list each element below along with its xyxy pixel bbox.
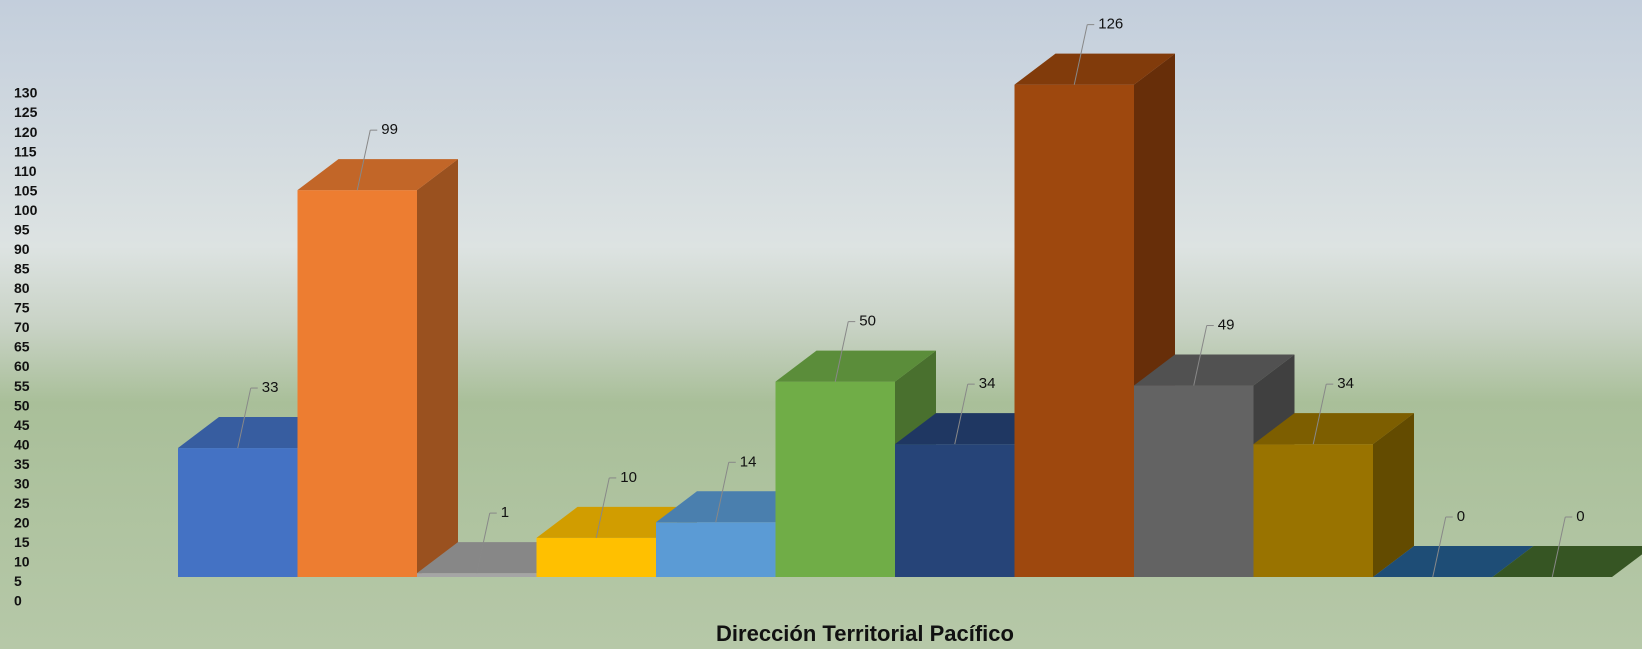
bar-top-shade xyxy=(1492,546,1642,577)
bar-top-shade xyxy=(775,350,936,382)
bar-front xyxy=(417,573,537,577)
value-label: 0 xyxy=(1576,508,1584,525)
label-leader xyxy=(1551,516,1566,578)
value-label: 0 xyxy=(1457,508,1465,525)
value-label: 34 xyxy=(979,375,996,392)
value-label: 1 xyxy=(501,504,509,521)
value-label: 50 xyxy=(859,313,876,330)
bar-side-shade xyxy=(417,159,458,577)
bar-top xyxy=(1134,354,1295,386)
y-tick-label: 120 xyxy=(14,124,38,140)
y-tick-label: 20 xyxy=(14,515,30,531)
y-tick-label: 5 xyxy=(14,573,22,589)
label-leader xyxy=(834,321,849,382)
y-tick-label: 10 xyxy=(14,554,30,570)
bar-front xyxy=(178,448,298,577)
y-tick-label: 80 xyxy=(14,280,30,296)
value-label: 99 xyxy=(381,121,398,138)
bar-top-shade xyxy=(1373,546,1534,577)
bar xyxy=(297,159,458,577)
y-tick-label: 100 xyxy=(14,202,38,218)
y-tick-label: 115 xyxy=(14,143,37,159)
bar-side xyxy=(417,159,458,577)
bar xyxy=(1253,413,1414,577)
value-label: 33 xyxy=(262,379,279,396)
y-tick-label: 75 xyxy=(14,300,30,316)
bar-top xyxy=(1014,53,1175,85)
y-tick-label: 50 xyxy=(14,397,30,413)
y-tick-label: 125 xyxy=(14,104,38,120)
y-tick-label: 70 xyxy=(14,319,30,335)
y-tick-label: 45 xyxy=(14,417,30,433)
bar-front xyxy=(1134,385,1254,577)
bar-top xyxy=(1373,546,1534,577)
bar-front xyxy=(1253,444,1373,577)
bar-top-shade xyxy=(1253,413,1414,445)
bar-front xyxy=(775,381,895,577)
label-leader xyxy=(1312,384,1327,445)
label-leader xyxy=(954,384,969,445)
bar-front xyxy=(1014,84,1134,577)
y-tick-label: 25 xyxy=(14,495,30,511)
y-tick-label: 30 xyxy=(14,475,30,491)
value-label: 126 xyxy=(1098,16,1123,33)
bar-front xyxy=(656,522,776,577)
label-leader xyxy=(356,130,371,191)
bar-side-shade xyxy=(1373,413,1414,577)
y-tick-label: 85 xyxy=(14,261,30,277)
label-leader xyxy=(595,477,610,539)
bar xyxy=(1373,546,1534,577)
bar-front xyxy=(895,444,1015,577)
y-tick-label: 0 xyxy=(14,593,22,609)
y-tick-label: 95 xyxy=(14,221,30,237)
y-tick-label: 60 xyxy=(14,358,30,374)
bar-top-shade xyxy=(1134,354,1295,386)
value-label: 10 xyxy=(620,469,637,486)
bar-front xyxy=(536,537,656,577)
y-tick-label: 110 xyxy=(14,163,37,179)
bar-top xyxy=(775,350,936,382)
y-tick-label: 40 xyxy=(14,436,30,452)
x-axis-title: Dirección Territorial Pacífico xyxy=(716,621,1014,646)
value-label: 49 xyxy=(1218,316,1235,333)
value-label: 34 xyxy=(1337,375,1354,392)
value-label: 14 xyxy=(740,453,757,470)
label-leader xyxy=(237,387,252,449)
bar-top xyxy=(1253,413,1414,445)
bar-top-shade xyxy=(297,159,458,191)
bar-front xyxy=(297,190,417,577)
label-leader xyxy=(476,512,491,574)
bar xyxy=(1492,546,1642,577)
bar-top xyxy=(1492,546,1642,577)
label-leader xyxy=(1193,325,1208,386)
y-tick-label: 105 xyxy=(14,182,38,198)
y-tick-label: 65 xyxy=(14,339,30,355)
bar-top-shade xyxy=(1014,53,1175,85)
label-leader xyxy=(715,462,730,523)
label-leader xyxy=(1432,516,1447,578)
y-tick-label: 35 xyxy=(14,456,30,472)
y-tick-label: 130 xyxy=(14,85,38,101)
label-leader xyxy=(1073,24,1088,85)
bar-side xyxy=(1373,413,1414,577)
y-tick-label: 55 xyxy=(14,378,30,394)
y-tick-label: 90 xyxy=(14,241,30,257)
bar-top xyxy=(297,159,458,191)
y-tick-label: 15 xyxy=(14,534,30,550)
